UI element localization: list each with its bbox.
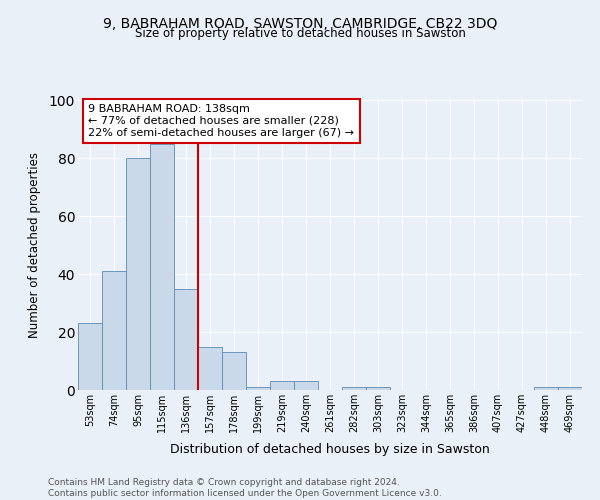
Bar xyxy=(150,144,174,390)
Bar xyxy=(126,158,150,390)
Bar xyxy=(174,288,198,390)
Bar xyxy=(222,352,246,390)
Y-axis label: Number of detached properties: Number of detached properties xyxy=(28,152,41,338)
Bar xyxy=(270,382,294,390)
Bar xyxy=(246,387,270,390)
Bar xyxy=(198,346,222,390)
Bar xyxy=(366,387,390,390)
Text: 9, BABRAHAM ROAD, SAWSTON, CAMBRIDGE, CB22 3DQ: 9, BABRAHAM ROAD, SAWSTON, CAMBRIDGE, CB… xyxy=(103,18,497,32)
Bar xyxy=(558,387,582,390)
Bar xyxy=(534,387,558,390)
Text: Contains HM Land Registry data © Crown copyright and database right 2024.
Contai: Contains HM Land Registry data © Crown c… xyxy=(48,478,442,498)
Bar xyxy=(342,387,366,390)
X-axis label: Distribution of detached houses by size in Sawston: Distribution of detached houses by size … xyxy=(170,444,490,456)
Bar xyxy=(78,324,102,390)
Bar xyxy=(294,382,318,390)
Bar xyxy=(102,271,126,390)
Text: 9 BABRAHAM ROAD: 138sqm
← 77% of detached houses are smaller (228)
22% of semi-d: 9 BABRAHAM ROAD: 138sqm ← 77% of detache… xyxy=(88,104,354,138)
Text: Size of property relative to detached houses in Sawston: Size of property relative to detached ho… xyxy=(134,28,466,40)
